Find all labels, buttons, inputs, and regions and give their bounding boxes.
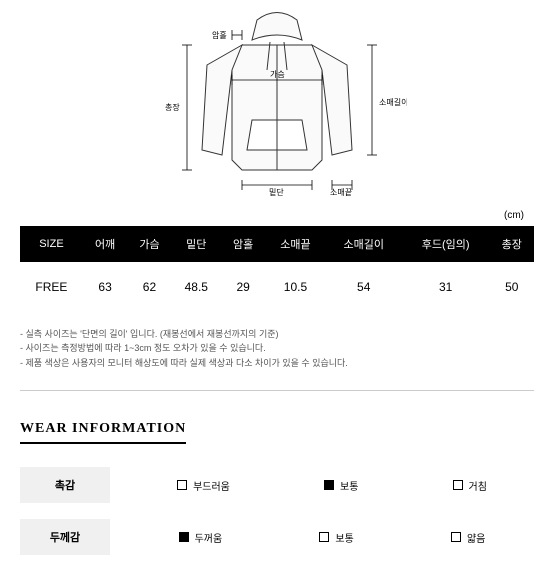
- wear-option-label: 얇음: [467, 530, 485, 545]
- checkbox-icon: [179, 532, 189, 542]
- wear-option: 두꺼움: [179, 530, 223, 545]
- size-table-row: FREE 63 62 48.5 29 10.5 54 31 50: [20, 262, 534, 312]
- wear-option: 얇음: [451, 530, 485, 545]
- size-cell: 54: [326, 262, 402, 312]
- wear-option: 보통: [324, 478, 358, 493]
- checkbox-icon: [177, 480, 187, 490]
- size-header: 소매길이: [326, 226, 402, 262]
- checkbox-icon: [324, 480, 334, 490]
- size-diagram: 암홀 가슴 총장 소매길이 밑단 소매끝: [0, 0, 554, 200]
- size-cell: 48.5: [172, 262, 221, 312]
- checkbox-icon: [453, 480, 463, 490]
- size-header: SIZE: [20, 226, 83, 262]
- size-table: SIZE 어깨 가슴 밑단 암홀 소매끝 소매길이 후드(임의) 총장 FREE…: [20, 226, 534, 312]
- wear-option-label: 보통: [340, 478, 358, 493]
- note-line: 사이즈는 측정방법에 따라 1~3cm 정도 오차가 있을 수 있습니다.: [20, 341, 534, 355]
- wear-info-section: 촉감 부드러움 보통 거침 두께감 두꺼움 보통: [20, 459, 534, 563]
- wear-option: 거침: [453, 478, 487, 493]
- size-header: 가슴: [127, 226, 171, 262]
- wear-option-label: 거침: [469, 478, 487, 493]
- divider: [20, 390, 534, 391]
- size-cell: FREE: [20, 262, 83, 312]
- diagram-label-length: 총장: [165, 102, 180, 112]
- note-line: 제품 색상은 사용자의 모니터 해상도에 따라 실제 색상과 다소 차이가 있을…: [20, 356, 534, 370]
- checkbox-icon: [451, 532, 461, 542]
- diagram-label-hem: 밑단: [269, 187, 284, 197]
- size-table-header-row: SIZE 어깨 가슴 밑단 암홀 소매끝 소매길이 후드(임의) 총장: [20, 226, 534, 262]
- wear-label: 촉감: [20, 467, 110, 503]
- wear-row-thickness: 두께감 두꺼움 보통 얇음: [20, 511, 534, 563]
- size-cell: 62: [127, 262, 171, 312]
- size-header: 후드(임의): [402, 226, 490, 262]
- note-line: 실측 사이즈는 '단면의 길이' 입니다. (재봉선에서 재봉선까지의 기준): [20, 327, 534, 341]
- checkbox-icon: [319, 532, 329, 542]
- size-cell: 10.5: [265, 262, 325, 312]
- size-header: 어깨: [83, 226, 127, 262]
- size-notes: 실측 사이즈는 '단면의 길이' 입니다. (재봉선에서 재봉선까지의 기준) …: [20, 327, 534, 370]
- size-cell: 50: [490, 262, 534, 312]
- size-cell: 29: [221, 262, 265, 312]
- diagram-label-chest: 가슴: [270, 70, 285, 79]
- wear-option: 보통: [319, 530, 353, 545]
- size-header: 암홀: [221, 226, 265, 262]
- unit-label: (cm): [0, 210, 554, 221]
- size-cell: 63: [83, 262, 127, 312]
- wear-row-feel: 촉감 부드러움 보통 거침: [20, 459, 534, 511]
- wear-option: 부드러움: [177, 478, 230, 493]
- wear-label: 두께감: [20, 519, 110, 555]
- diagram-label-armhole: 암홀: [212, 30, 227, 40]
- wear-option-label: 두꺼움: [195, 530, 223, 545]
- wear-option-label: 부드러움: [193, 478, 230, 493]
- size-header: 총장: [490, 226, 534, 262]
- diagram-label-cuff: 소매끝: [330, 188, 352, 197]
- wear-option-label: 보통: [335, 530, 353, 545]
- size-header: 밑단: [172, 226, 221, 262]
- size-header: 소매끝: [265, 226, 325, 262]
- size-cell: 31: [402, 262, 490, 312]
- diagram-label-sleeve: 소매길이: [379, 97, 407, 107]
- wear-info-title: WEAR INFORMATION: [20, 421, 186, 444]
